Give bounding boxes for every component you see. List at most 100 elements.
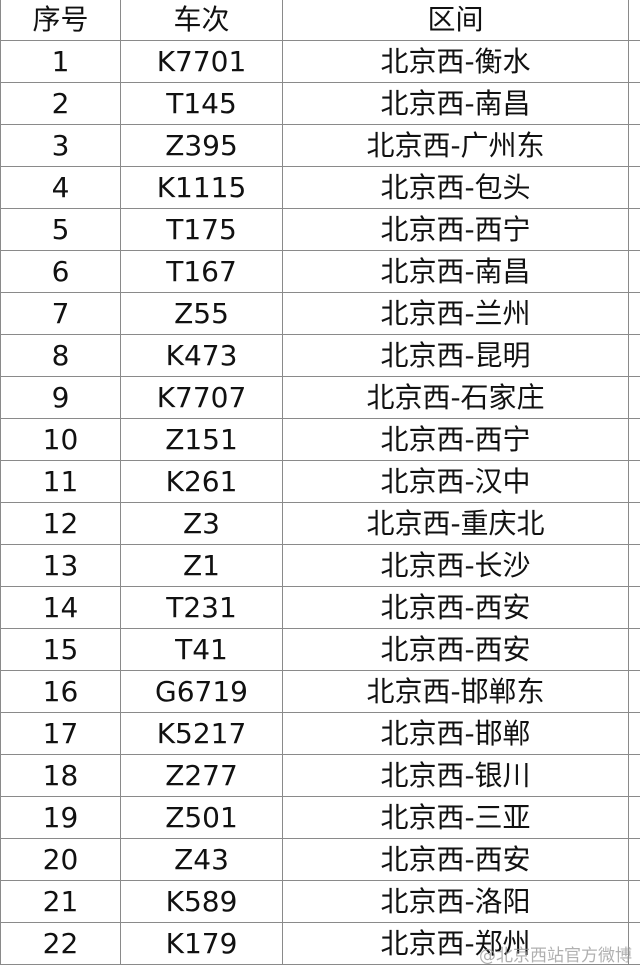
empty-cell [628, 376, 640, 419]
header-extra [628, 0, 640, 41]
empty-cell [628, 670, 640, 713]
empty-cell [628, 334, 640, 377]
empty-cell [628, 460, 640, 503]
empty-cell [628, 628, 640, 671]
train-number-cell: Z501 [120, 796, 283, 839]
route-cell: 北京西-长沙 [282, 544, 629, 587]
train-number-cell: Z277 [120, 754, 283, 797]
train-number-cell: T41 [120, 628, 283, 671]
train-number-cell: K589 [120, 880, 283, 923]
index-cell: 20 [0, 838, 121, 881]
train-number-cell: K179 [120, 922, 283, 965]
header-route: 区间 [282, 0, 629, 41]
index-cell: 9 [0, 376, 121, 419]
header-index: 序号 [0, 0, 121, 41]
table-row: 14 T231 北京西-西安 [0, 586, 640, 629]
empty-cell [628, 796, 640, 839]
route-cell: 北京西-重庆北 [282, 502, 629, 545]
route-cell: 北京西-衡水 [282, 40, 629, 83]
table-row: 18 Z277 北京西-银川 [0, 754, 640, 797]
route-cell: 北京西-西宁 [282, 208, 629, 251]
train-number-cell: T167 [120, 250, 283, 293]
index-cell: 6 [0, 250, 121, 293]
empty-cell [628, 166, 640, 209]
route-cell: 北京西-郑州 [282, 922, 629, 965]
table-row: 13 Z1 北京西-长沙 [0, 544, 640, 587]
index-cell: 12 [0, 502, 121, 545]
empty-cell [628, 250, 640, 293]
empty-cell [628, 418, 640, 461]
table-row: 5 T175 北京西-西宁 [0, 208, 640, 251]
index-cell: 16 [0, 670, 121, 713]
empty-cell [628, 40, 640, 83]
table-row: 6 T167 北京西-南昌 [0, 250, 640, 293]
train-number-cell: Z43 [120, 838, 283, 881]
train-number-cell: K7707 [120, 376, 283, 419]
index-cell: 18 [0, 754, 121, 797]
table-row: 16 G6719 北京西-邯郸东 [0, 670, 640, 713]
table-row: 2 T145 北京西-南昌 [0, 82, 640, 125]
empty-cell [628, 754, 640, 797]
index-cell: 2 [0, 82, 121, 125]
route-cell: 北京西-南昌 [282, 82, 629, 125]
index-cell: 7 [0, 292, 121, 335]
index-cell: 17 [0, 712, 121, 755]
table-row: 11 K261 北京西-汉中 [0, 460, 640, 503]
table-row: 12 Z3 北京西-重庆北 [0, 502, 640, 545]
train-number-cell: K261 [120, 460, 283, 503]
route-cell: 北京西-银川 [282, 754, 629, 797]
table-row: 17 K5217 北京西-邯郸 [0, 712, 640, 755]
table-row: 21 K589 北京西-洛阳 [0, 880, 640, 923]
route-cell: 北京西-南昌 [282, 250, 629, 293]
route-cell: 北京西-石家庄 [282, 376, 629, 419]
table-row: 20 Z43 北京西-西安 [0, 838, 640, 881]
route-cell: 北京西-西安 [282, 838, 629, 881]
route-cell: 北京西-邯郸东 [282, 670, 629, 713]
index-cell: 13 [0, 544, 121, 587]
train-number-cell: Z1 [120, 544, 283, 587]
index-cell: 5 [0, 208, 121, 251]
index-cell: 19 [0, 796, 121, 839]
index-cell: 4 [0, 166, 121, 209]
empty-cell [628, 502, 640, 545]
route-cell: 北京西-西安 [282, 586, 629, 629]
empty-cell [628, 838, 640, 881]
empty-cell [628, 544, 640, 587]
route-cell: 北京西-昆明 [282, 334, 629, 377]
route-cell: 北京西-汉中 [282, 460, 629, 503]
route-cell: 北京西-广州东 [282, 124, 629, 167]
train-number-cell: Z55 [120, 292, 283, 335]
train-number-cell: T145 [120, 82, 283, 125]
index-cell: 21 [0, 880, 121, 923]
train-number-cell: Z3 [120, 502, 283, 545]
table-row: 1 K7701 北京西-衡水 [0, 40, 640, 83]
table-row: 9 K7707 北京西-石家庄 [0, 376, 640, 419]
table-row: 10 Z151 北京西-西宁 [0, 418, 640, 461]
index-cell: 1 [0, 40, 121, 83]
table-row: 3 Z395 北京西-广州东 [0, 124, 640, 167]
index-cell: 22 [0, 922, 121, 965]
index-cell: 3 [0, 124, 121, 167]
train-number-cell: K1115 [120, 166, 283, 209]
table-row: 7 Z55 北京西-兰州 [0, 292, 640, 335]
route-cell: 北京西-三亚 [282, 796, 629, 839]
empty-cell [628, 208, 640, 251]
empty-cell [628, 124, 640, 167]
index-cell: 10 [0, 418, 121, 461]
table-row: 19 Z501 北京西-三亚 [0, 796, 640, 839]
empty-cell [628, 712, 640, 755]
train-number-cell: T231 [120, 586, 283, 629]
route-cell: 北京西-西宁 [282, 418, 629, 461]
header-row: 序号 车次 区间 [0, 0, 640, 41]
empty-cell [628, 82, 640, 125]
empty-cell [628, 292, 640, 335]
table-row: 22 K179 北京西-郑州 [0, 922, 640, 965]
table-row: 4 K1115 北京西-包头 [0, 166, 640, 209]
route-cell: 北京西-洛阳 [282, 880, 629, 923]
index-cell: 8 [0, 334, 121, 377]
empty-cell [628, 586, 640, 629]
train-number-cell: K473 [120, 334, 283, 377]
train-number-cell: K7701 [120, 40, 283, 83]
index-cell: 14 [0, 586, 121, 629]
